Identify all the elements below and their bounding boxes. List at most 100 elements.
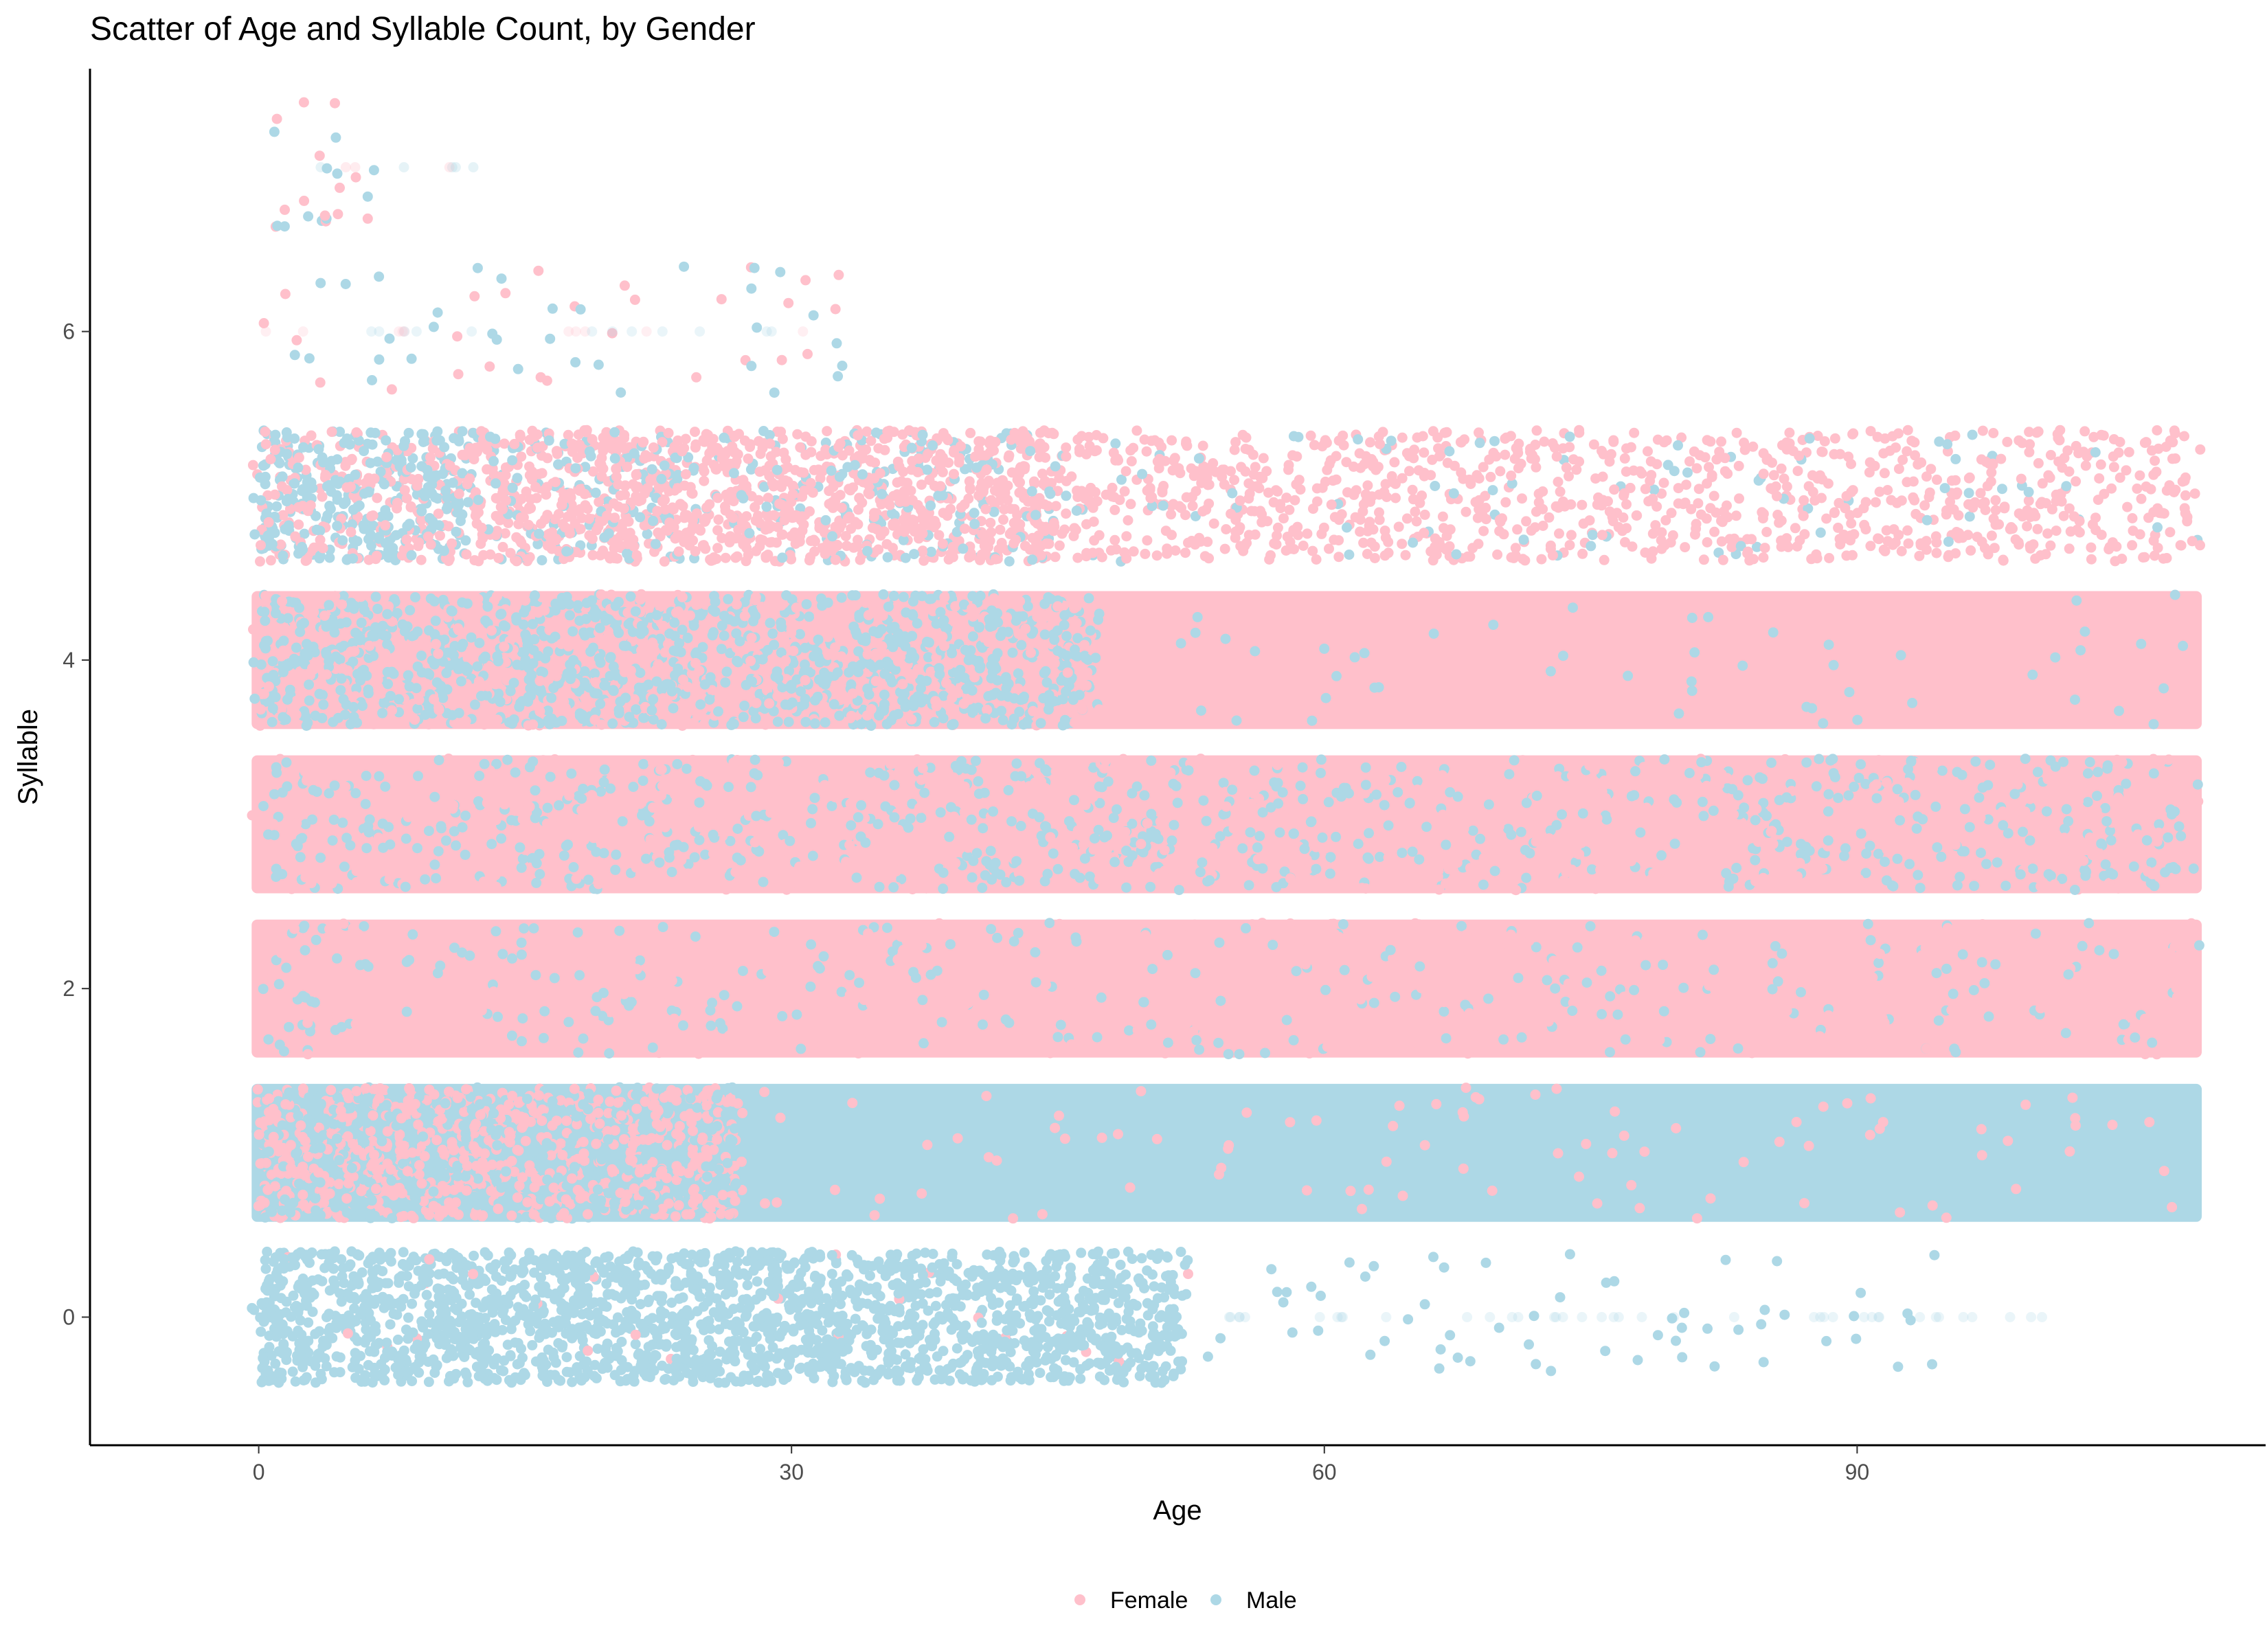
data-point-syllable-4 bbox=[1059, 610, 1070, 621]
data-point-syllable-2 bbox=[1041, 980, 1052, 991]
data-point-syllable-2 bbox=[2176, 1002, 2187, 1012]
data-point-syllable-3 bbox=[2101, 816, 2112, 827]
data-point-syllable-3 bbox=[1316, 754, 1327, 765]
data-point-syllable-2 bbox=[1948, 975, 1959, 986]
data-point-syllable-3 bbox=[901, 832, 912, 843]
data-point-syllable-2 bbox=[519, 923, 530, 934]
data-point-syllable-1 bbox=[1941, 1212, 1952, 1223]
data-point-syllable-1 bbox=[313, 1167, 324, 1178]
data-point-syllable-2 bbox=[1630, 935, 1641, 946]
data-point-syllable-2 bbox=[1153, 1009, 1164, 1020]
data-point-syllable-3 bbox=[1483, 767, 1494, 778]
data-point-syllable-3 bbox=[735, 855, 746, 865]
data-point-syllable-3 bbox=[475, 831, 486, 842]
data-point-syllable-2 bbox=[2088, 970, 2099, 981]
data-point-syllable-2 bbox=[1865, 1046, 1875, 1057]
data-point-syllable-3 bbox=[372, 759, 383, 770]
data-point-syllable-2 bbox=[1696, 942, 1707, 953]
data-point-syllable-2 bbox=[1862, 918, 1873, 929]
data-point-syllable-3 bbox=[516, 862, 527, 873]
data-point-syllable-2 bbox=[1708, 964, 1719, 975]
data-point-syllable-1 bbox=[418, 1131, 429, 1142]
data-point-syllable-3 bbox=[2153, 827, 2164, 838]
data-point-syllable-2 bbox=[1550, 983, 1561, 994]
data-point-syllable-3 bbox=[295, 852, 306, 863]
data-point-syllable-1 bbox=[716, 1208, 727, 1219]
data-point-syllable-3 bbox=[1892, 853, 1903, 864]
data-point-syllable-2 bbox=[567, 952, 577, 963]
data-point-syllable-3 bbox=[1806, 880, 1816, 891]
data-point-syllable-3 bbox=[247, 810, 258, 821]
data-point-syllable-3 bbox=[1433, 865, 1444, 876]
data-point-syllable-1 bbox=[603, 1108, 614, 1118]
data-point-syllable-3 bbox=[351, 876, 362, 887]
data-point-syllable-3 bbox=[1742, 775, 1753, 786]
data-point-syllable-2 bbox=[874, 1041, 885, 1052]
data-point-syllable-1 bbox=[486, 1186, 497, 1197]
data-point-syllable-2 bbox=[1902, 927, 1913, 938]
data-point-syllable-1 bbox=[1976, 1150, 1987, 1161]
data-point-syllable-3 bbox=[1629, 790, 1640, 801]
data-point-syllable-2 bbox=[1710, 984, 1721, 995]
data-point-syllable-2 bbox=[1647, 1026, 1658, 1036]
data-point-syllable-2 bbox=[1320, 984, 1331, 995]
data-point-syllable-2 bbox=[1296, 947, 1307, 958]
data-point-syllable-3 bbox=[2065, 767, 2076, 778]
data-point-syllable-3 bbox=[1961, 780, 1972, 791]
data-point-syllable-2 bbox=[1244, 1018, 1255, 1029]
data-point-syllable-2 bbox=[516, 937, 527, 948]
data-point-syllable-3 bbox=[436, 823, 447, 834]
data-point-syllable-1 bbox=[561, 1180, 572, 1191]
data-point-syllable-3 bbox=[1080, 800, 1091, 811]
data-point-syllable-2 bbox=[1054, 918, 1065, 929]
data-point-syllable-3 bbox=[1197, 857, 1208, 868]
data-point-syllable-3 bbox=[676, 855, 687, 865]
data-point-syllable-2 bbox=[1629, 984, 1640, 995]
data-point-syllable-4 bbox=[596, 589, 607, 600]
data-point-syllable-3 bbox=[385, 839, 396, 850]
data-point-syllable-2 bbox=[563, 1028, 574, 1039]
data-point-syllable-2 bbox=[1142, 1033, 1153, 1044]
data-point-syllable-2 bbox=[888, 986, 899, 997]
data-point-syllable-4 bbox=[668, 703, 679, 714]
data-point-syllable-1 bbox=[592, 1184, 603, 1195]
data-point-syllable-1 bbox=[488, 1108, 499, 1119]
data-point-syllable-2 bbox=[336, 1021, 347, 1032]
data-point-syllable-2 bbox=[896, 931, 906, 942]
data-point-syllable-3 bbox=[1331, 831, 1342, 842]
data-point-syllable-1 bbox=[1610, 1106, 1621, 1117]
data-point-syllable-1 bbox=[512, 1192, 523, 1203]
data-point-syllable-3 bbox=[1509, 884, 1520, 895]
data-point-syllable-3 bbox=[1201, 815, 1212, 826]
data-point-syllable-1 bbox=[640, 1096, 651, 1107]
data-point-syllable-2 bbox=[1588, 960, 1599, 971]
data-point-syllable-3 bbox=[566, 768, 577, 779]
data-point-syllable-2 bbox=[506, 1030, 517, 1041]
data-point-syllable-1 bbox=[688, 1186, 699, 1197]
data-point-syllable-2 bbox=[1899, 976, 1910, 987]
data-point-syllable-1 bbox=[350, 1197, 361, 1208]
data-point-syllable-3 bbox=[2069, 885, 2080, 895]
data-point-syllable-4 bbox=[431, 677, 442, 688]
data-point-syllable-2 bbox=[1410, 918, 1421, 929]
data-point-syllable-2 bbox=[331, 1010, 342, 1020]
data-point-syllable-1 bbox=[351, 1086, 362, 1096]
data-point-syllable-1 bbox=[596, 1195, 607, 1206]
data-point-syllable-2 bbox=[1737, 999, 1748, 1010]
data-point-syllable-2 bbox=[1717, 1030, 1728, 1041]
data-point-syllable-2 bbox=[1300, 959, 1311, 970]
data-point-syllable-1 bbox=[444, 1086, 454, 1097]
data-point-syllable-2 bbox=[724, 1030, 734, 1041]
data-point-syllable-2 bbox=[2186, 918, 2197, 929]
data-point-syllable-1 bbox=[358, 1174, 369, 1185]
data-point-syllable-3 bbox=[1448, 757, 1459, 768]
data-point-syllable-3 bbox=[1131, 781, 1142, 792]
data-point-syllable-2 bbox=[1232, 1008, 1243, 1019]
data-point-syllable-3 bbox=[1323, 797, 1334, 808]
data-point-syllable-3 bbox=[271, 767, 282, 778]
data-point-syllable-3 bbox=[486, 839, 497, 850]
data-point-syllable-1 bbox=[394, 1129, 405, 1140]
data-point-syllable-3 bbox=[326, 769, 337, 780]
data-point-syllable-3 bbox=[269, 789, 280, 800]
data-point-syllable-3 bbox=[981, 856, 992, 867]
